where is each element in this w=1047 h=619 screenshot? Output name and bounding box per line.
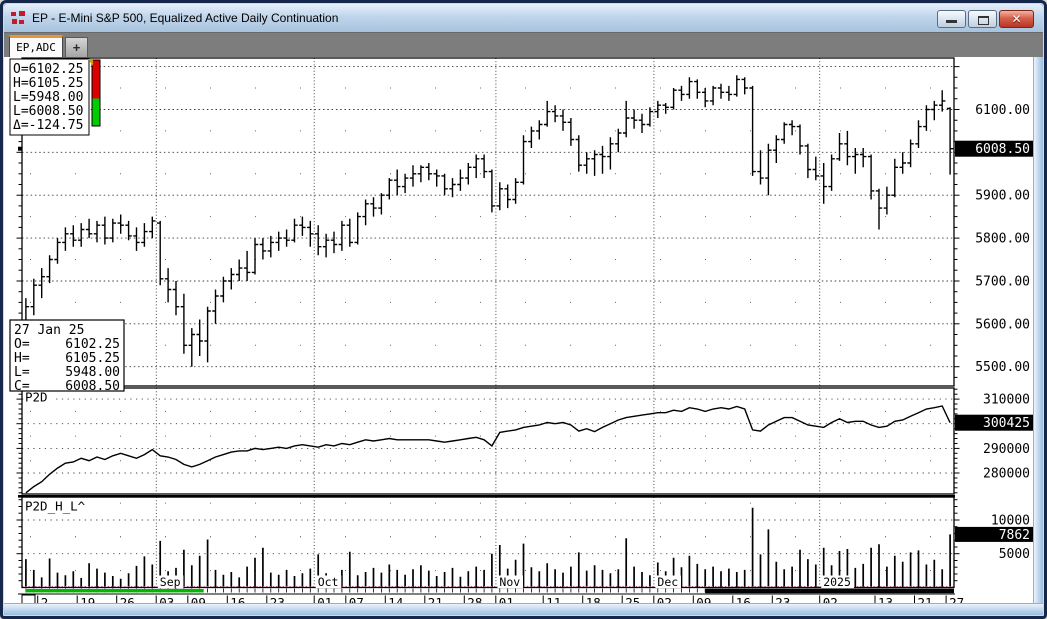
p2d-hl-panel-title: P2D_H_L^	[25, 499, 86, 514]
minimize-button[interactable]	[937, 10, 966, 28]
p2d-panel-title: P2D	[25, 390, 48, 405]
new-tab-button[interactable]: +	[65, 37, 88, 58]
price-axis-label: 5800.00	[975, 232, 1030, 247]
p2d-axis-label: 310000	[983, 393, 1030, 408]
close-icon: ✕	[1011, 12, 1022, 26]
chart-client-area: 2192603091623010714212801111825020916230…	[4, 57, 1043, 615]
cursor-row-key: H=	[14, 351, 30, 366]
month-label: Sep	[160, 575, 181, 589]
minimize-icon	[946, 20, 957, 23]
window-title: EP - E-Mini S&P 500, Equalized Active Da…	[32, 11, 339, 25]
horizontal-scrollbar[interactable]	[4, 603, 1043, 615]
close-button[interactable]: ✕	[999, 10, 1034, 28]
p2d-axis-label: 280000	[983, 467, 1030, 482]
cursor-date: 27 Jan 25	[14, 323, 84, 338]
svg-text:7862: 7862	[999, 528, 1030, 543]
month-label: Dec	[657, 575, 678, 589]
price-axis-label: 5900.00	[975, 189, 1030, 204]
quote-line: L=5948.00	[13, 90, 83, 105]
last-price-badge	[955, 140, 1035, 157]
maximize-button[interactable]	[968, 10, 997, 28]
date-label: 2	[41, 595, 49, 610]
price-axis-label: 5600.00	[975, 317, 1030, 332]
month-label: 2025	[823, 575, 851, 589]
chart-svg[interactable]: 2192603091623010714212801111825020916230…	[4, 57, 1035, 610]
cursor-row-value: 6102.25	[65, 337, 120, 352]
app-icon	[10, 10, 26, 26]
p2d-hl-axis-label: 10000	[991, 514, 1030, 529]
quote-line: O=6102.25	[13, 62, 83, 77]
price-axis-label: 5700.00	[975, 275, 1030, 290]
month-label: Nov	[499, 575, 520, 589]
quote-line: Δ=-124.75	[13, 118, 83, 133]
svg-text:6008.50: 6008.50	[975, 142, 1030, 157]
vertical-scrollbar[interactable]	[1033, 57, 1043, 604]
p2d-badge	[955, 414, 1035, 431]
month-label: Oct	[318, 575, 339, 589]
thermo-marker	[88, 59, 93, 66]
titlebar[interactable]: EP - E-Mini S&P 500, Equalized Active Da…	[4, 4, 1043, 32]
loaded-range-green[interactable]	[25, 589, 204, 593]
p2d-axis-label: 290000	[983, 442, 1030, 457]
selected-range-black[interactable]	[705, 588, 954, 594]
quote-line: H=6105.25	[13, 76, 83, 91]
p2d-line	[25, 405, 951, 494]
maximize-icon	[978, 16, 989, 25]
price-axis-label: 5500.00	[975, 360, 1030, 375]
cursor-info-box	[9, 319, 125, 392]
quote-line: L=6008.50	[13, 104, 83, 119]
price-axis-label: 6100.00	[975, 103, 1030, 118]
cursor-row-key: L=	[14, 365, 30, 380]
cursor-row-value: 6105.25	[65, 351, 120, 366]
svg-text:300425: 300425	[983, 416, 1030, 431]
p2d-hl-axis-label: 5000	[999, 547, 1030, 562]
p2d-hl-badge	[955, 526, 1035, 542]
tab-bar: EP,ADC +	[4, 32, 1043, 58]
cursor-row-value: 5948.00	[65, 365, 120, 380]
tab-ep-adc[interactable]: EP,ADC	[9, 35, 63, 58]
quote-overlay	[9, 58, 90, 136]
cursor-row-key: C=	[14, 379, 30, 394]
range-thermometer	[91, 59, 101, 127]
cursor-row-value: 6008.50	[65, 379, 120, 394]
cursor-row-key: O=	[14, 337, 30, 352]
